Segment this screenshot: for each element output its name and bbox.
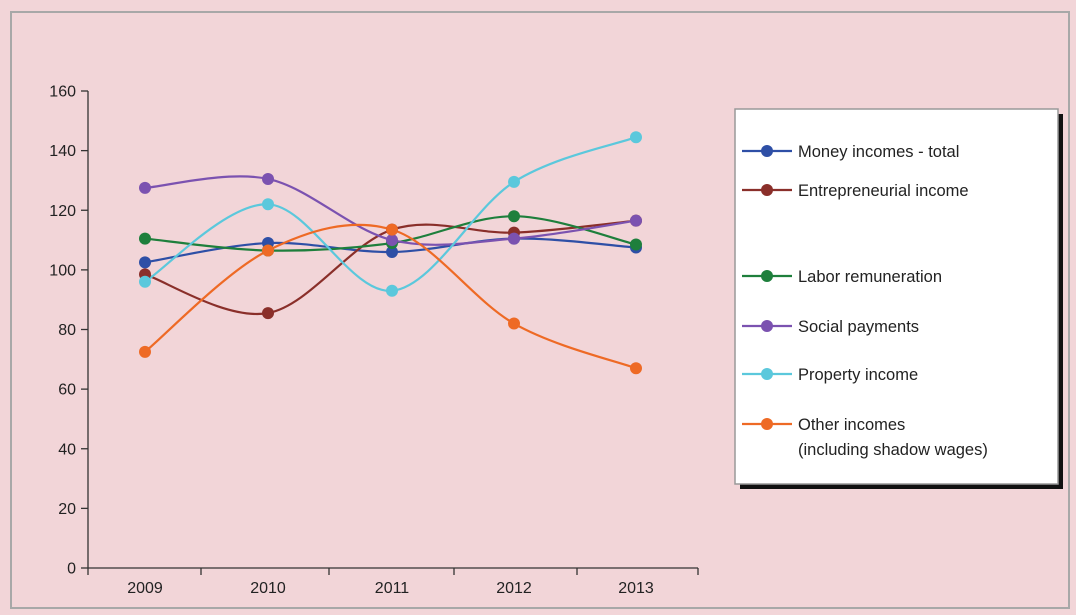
data-point-2-0	[139, 232, 151, 245]
legend-swatch-marker-0	[761, 145, 773, 157]
data-point-2-4	[630, 238, 642, 251]
series-line-4	[144, 136, 637, 292]
x-tick-label: 2013	[618, 580, 654, 597]
data-point-3-2	[386, 234, 398, 247]
y-tick-label: 140	[49, 143, 76, 160]
data-point-4-0	[139, 275, 151, 288]
data-point-4-4	[630, 131, 642, 144]
data-point-0-0	[139, 256, 151, 269]
data-point-3-3	[508, 232, 520, 245]
y-tick-label: 40	[58, 441, 76, 458]
legend-label-1: Entrepreneurial income	[798, 182, 969, 200]
y-tick-label: 0	[67, 561, 76, 578]
data-point-5-1	[262, 244, 274, 257]
y-tick-label: 20	[58, 501, 76, 518]
data-point-5-3	[508, 317, 520, 330]
x-tick-label: 2009	[127, 580, 163, 597]
legend-label-3: Social payments	[798, 318, 919, 336]
y-tick-label: 120	[49, 203, 76, 220]
legend-label-5: Other incomes (including shadow wages)	[798, 416, 988, 459]
legend-label-4: Property income	[798, 366, 918, 384]
legend-box	[734, 108, 1059, 485]
legend-swatch-marker-4	[761, 368, 773, 380]
legend-label-0: Money incomes - total	[798, 143, 959, 161]
axes: 0 20 40 60 80 100 120 140 160 2009 2010 2011 2012 201…	[49, 84, 699, 597]
data-point-4-3	[508, 175, 520, 188]
data-point-3-1	[262, 172, 274, 185]
legend-swatch-marker-1	[761, 184, 773, 196]
x-tick-label: 2011	[375, 580, 410, 597]
y-tick-label: 80	[58, 322, 76, 339]
line-chart: 0 20 40 60 80 100 120 140 160 2009 2010 2011 2012 201…	[49, 84, 1063, 597]
series-points	[139, 131, 642, 375]
data-point-0-2	[386, 245, 398, 258]
legend: Money incomes - total Entrepreneurial inc…	[734, 108, 1063, 489]
data-point-3-4	[630, 214, 642, 227]
chart-panel: 0 20 40 60 80 100 120 140 160 2009 2010 2011 2012 201…	[10, 11, 1070, 609]
y-tick-label: 160	[49, 84, 76, 101]
y-tick-label: 100	[49, 262, 76, 279]
data-point-5-0	[139, 345, 151, 358]
legend-swatch-marker-2	[761, 270, 773, 282]
x-tick-label: 2012	[496, 580, 532, 597]
x-tick-label: 2010	[250, 580, 286, 597]
legend-swatch-marker-5	[761, 418, 773, 430]
legend-label-2: Labor remuneration	[798, 268, 942, 286]
data-point-5-4	[630, 362, 642, 375]
data-point-4-1	[262, 198, 274, 211]
data-point-4-2	[386, 284, 398, 297]
data-point-1-1	[262, 307, 274, 320]
legend-swatch-marker-3	[761, 320, 773, 332]
data-point-3-0	[139, 181, 151, 194]
data-point-2-3	[508, 210, 520, 223]
data-point-5-2	[386, 223, 398, 236]
y-tick-label: 60	[58, 382, 76, 399]
